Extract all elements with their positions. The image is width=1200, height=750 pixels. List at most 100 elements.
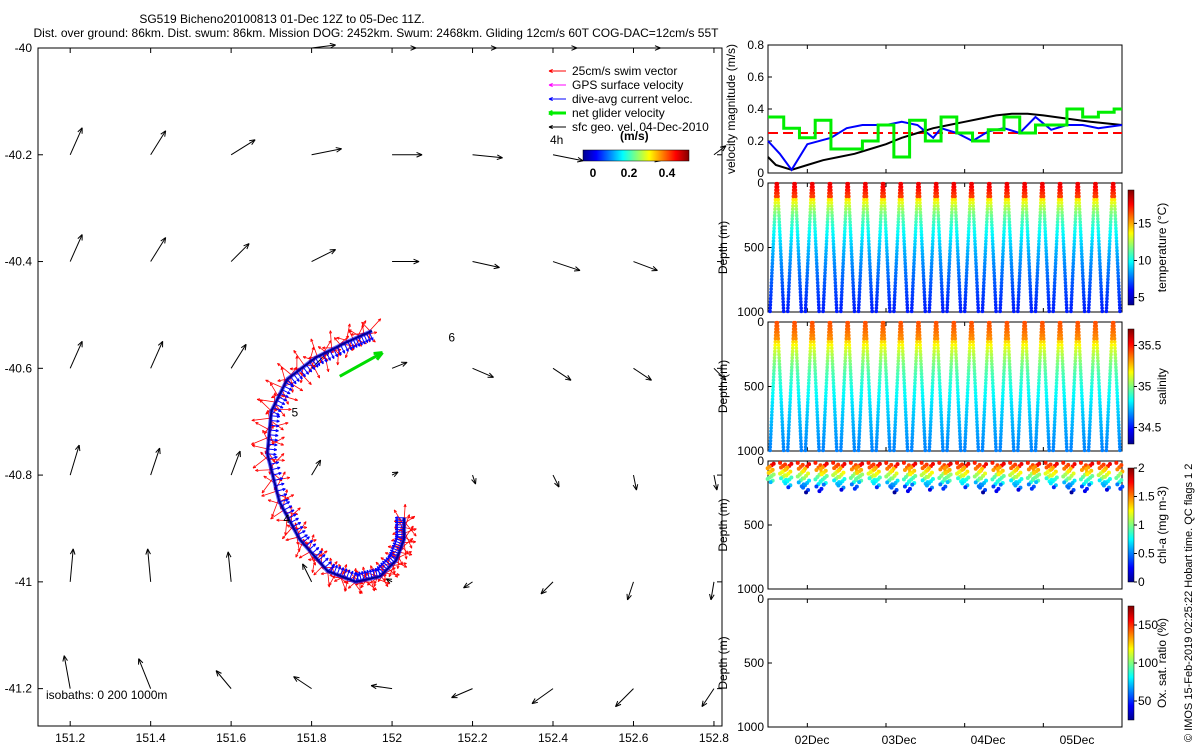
profile-point [1105, 287, 1110, 291]
profile-point [902, 239, 906, 243]
profile-point [860, 242, 864, 247]
profile-point [843, 226, 847, 231]
profile-point [847, 213, 852, 218]
profile-point [883, 355, 888, 360]
profile-point [1016, 445, 1020, 449]
geo-vector [69, 444, 80, 476]
profile-point [851, 290, 856, 294]
profile-point [922, 290, 927, 294]
profile-point [1074, 336, 1079, 341]
profile-point [851, 423, 856, 427]
profile-point [796, 384, 801, 389]
profile-point [971, 207, 976, 211]
profile-point [1017, 419, 1022, 424]
profile-point [1090, 378, 1094, 382]
profile-point [1047, 303, 1051, 307]
profile-point [900, 330, 904, 335]
profile-point [927, 448, 932, 453]
profile-point [840, 413, 845, 418]
geo-vector-head [577, 156, 584, 162]
profile-point [878, 365, 883, 370]
profile-point [793, 330, 798, 335]
profile-point [877, 242, 882, 247]
profile-point [955, 239, 960, 243]
profile-point [1045, 416, 1050, 421]
swim-vector-head [293, 350, 295, 354]
profile-point [1036, 397, 1040, 402]
profile-point [878, 362, 883, 366]
profile-point [983, 397, 987, 402]
profile-point [919, 226, 924, 231]
profile-point [799, 306, 803, 310]
profile-point [798, 419, 802, 424]
figure-title-line1: SG519 Bicheno20100813 01-Dec 12Z to 05-D… [139, 12, 424, 26]
profile-point [981, 284, 986, 288]
profile-point [1034, 290, 1039, 294]
profile-point [849, 391, 854, 395]
chl-point [867, 465, 872, 470]
profile-point [1071, 391, 1076, 395]
profile-point [1108, 229, 1113, 234]
profile-point [777, 213, 781, 218]
profile-point [912, 387, 917, 392]
swim-vector-head [384, 552, 388, 556]
profile-point [813, 381, 818, 386]
profile-point [984, 378, 988, 382]
profile-point [1045, 264, 1049, 269]
profile-point [1086, 448, 1091, 453]
profile-point [993, 429, 997, 433]
profile-point [887, 442, 892, 446]
profile-point [1044, 384, 1048, 389]
profile-point [1087, 442, 1091, 446]
profile-point [879, 340, 884, 344]
profile-point [922, 280, 926, 285]
profile-point [875, 423, 880, 427]
profile-point [909, 448, 914, 453]
profile-point [1027, 413, 1032, 418]
profile-point [957, 280, 962, 285]
profile-point [954, 210, 958, 215]
profile-point [1078, 352, 1082, 357]
profile-point [990, 365, 994, 370]
profile-point [911, 274, 916, 279]
profile-point [1113, 346, 1117, 350]
profile-point [1011, 293, 1015, 298]
profile-point [1019, 375, 1024, 379]
profile-point [1064, 445, 1069, 449]
profile-point [1074, 197, 1079, 202]
profile-point [1071, 258, 1076, 263]
profile-point [885, 400, 890, 405]
profile-point [1095, 216, 1100, 221]
profile-point [829, 188, 833, 192]
profile-point [920, 248, 925, 253]
profile-point [1081, 416, 1085, 421]
profile-point [1037, 229, 1042, 234]
profile-point [910, 432, 915, 437]
profile-point [885, 264, 890, 269]
profile-point [815, 403, 819, 408]
profile-point [988, 330, 993, 335]
profile-point [1116, 407, 1120, 411]
colorbar-label: salinity [1155, 368, 1169, 405]
profile-point [831, 381, 836, 386]
profile-point [965, 394, 970, 398]
chl-point [786, 485, 791, 490]
geo-vector-head [319, 460, 322, 467]
profile-point [779, 264, 784, 269]
chl-point [892, 490, 897, 495]
profile-point [1045, 419, 1050, 424]
profile-point [823, 261, 828, 266]
profile-point [939, 268, 943, 272]
profile-point [920, 258, 925, 263]
profile-point [875, 419, 880, 424]
track-line-blue [265, 329, 407, 584]
profile-point [1090, 375, 1095, 379]
profile-point [1099, 293, 1104, 298]
profile-point [1059, 185, 1063, 189]
profile-point [812, 346, 816, 350]
profile-point [824, 245, 829, 250]
profile-point [806, 242, 811, 247]
profile-point [770, 407, 774, 411]
profile-point [830, 226, 835, 231]
profile-point [822, 416, 827, 421]
